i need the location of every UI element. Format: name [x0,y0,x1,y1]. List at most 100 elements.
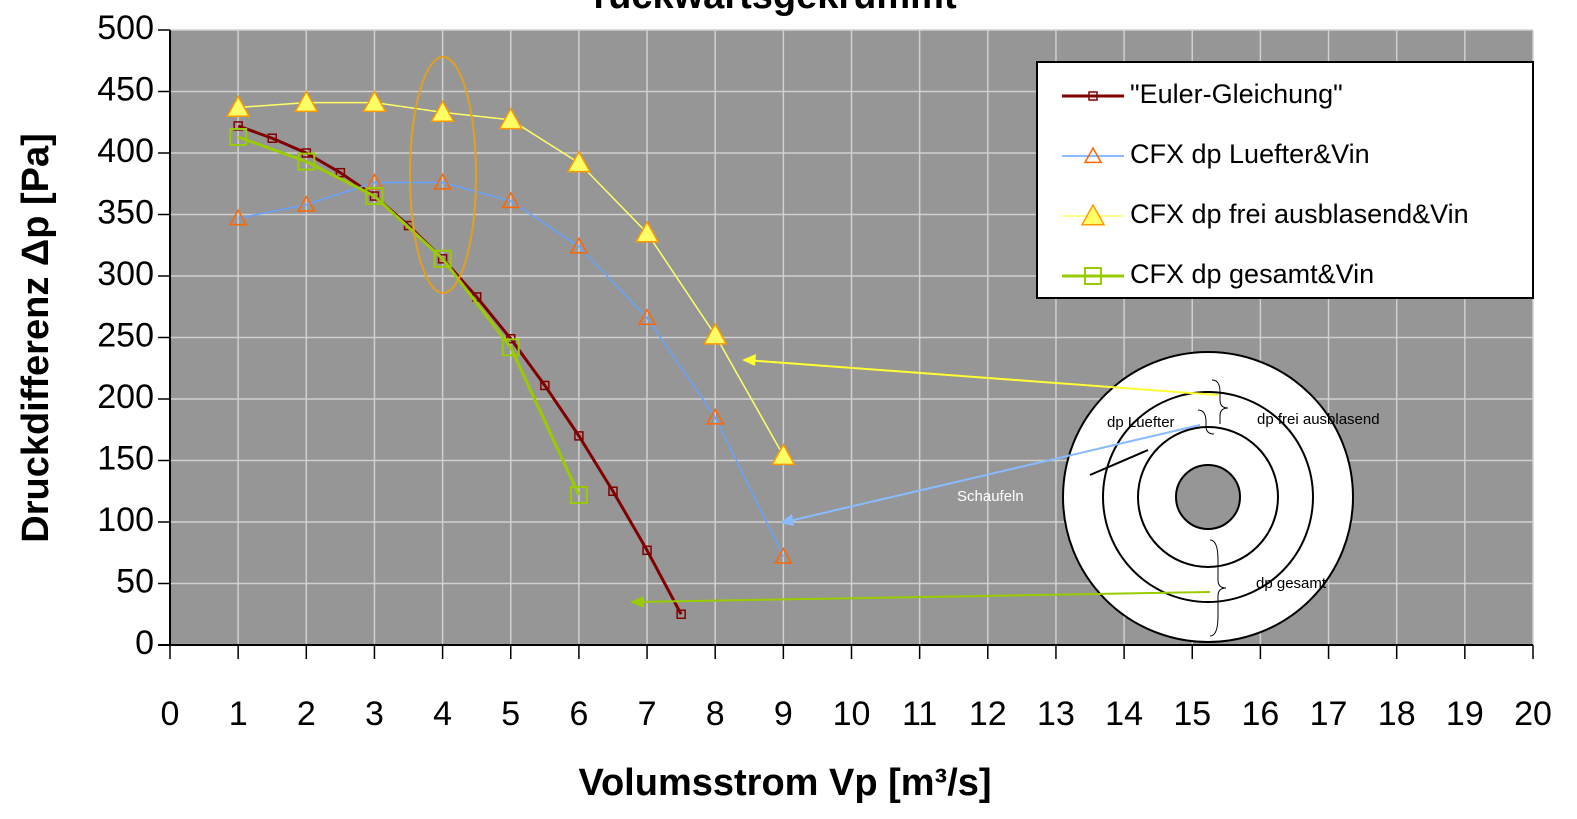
marker [365,187,384,206]
legend: "Euler-Gleichung" CFX dp Luefter&Vin CFX d… [1036,61,1534,299]
x-tick-label: 8 [706,695,725,733]
diagram: dp Luefter dp frei ausblasend Schaufeln … [957,351,1380,643]
marker [1084,267,1102,285]
arrow [634,591,1211,603]
arrow [744,359,1219,396]
x-tick-label: 1 [229,695,248,733]
y-tick-label: 100 [97,501,154,539]
x-tick-label: 19 [1446,695,1484,733]
annotation: Schaufeln [957,488,1024,505]
marker [569,236,589,254]
marker [228,208,248,226]
x-tick-label: 11 [902,695,937,733]
marker [430,99,455,122]
marker [637,308,657,325]
marker [433,249,452,268]
x-tick-label: 10 [833,695,871,733]
marker [297,195,316,212]
chart-title: rückwärtsgekrümmt [593,0,957,17]
marker [369,191,380,201]
marker [771,443,796,466]
x-tick-label: 3 [365,695,384,733]
x-tick-label: 18 [1378,695,1416,733]
legend-label: CFX dp Luefter&Vin [1130,139,1370,169]
y-tick-label: 500 [97,9,154,47]
arrow-head [780,514,794,526]
arrow-head [742,354,756,366]
marker [774,546,793,564]
marker [702,322,728,345]
series-line [237,135,581,496]
middle-ring [1102,391,1314,603]
marker [569,485,588,504]
y-axis-title: Druckdifferenz Δp [Pa] [15,133,57,542]
y-tick-label: 150 [97,439,154,477]
marker [540,380,550,391]
arrow-head [630,596,644,608]
marker [642,545,652,556]
x-tick-label: 5 [501,695,520,733]
marker [501,338,520,357]
y-tick-label: 400 [97,132,154,170]
x-tick-label: 16 [1241,695,1279,733]
legend-label: "Euler-Gleichung" [1130,79,1343,109]
y-tick-label: 300 [97,255,154,293]
marker [267,133,277,143]
hub [1175,464,1241,530]
y-tick-label: 0 [135,624,154,662]
marker [634,220,660,243]
series-line [238,181,785,557]
x-tick-label: 0 [161,695,180,733]
marker [294,90,319,113]
annotation: dp gesamt [1256,575,1327,592]
legend-box [1036,61,1534,299]
marker [433,172,452,190]
marker [608,486,618,496]
y-tick-label: 350 [97,193,154,231]
x-tick-label: 6 [569,695,588,733]
annotation: dp Luefter [1107,414,1175,431]
brace [1197,379,1229,435]
marker [225,94,251,118]
marker [566,150,592,173]
marker [229,128,248,147]
x-tick-label: 20 [1514,695,1552,733]
y-tick-label: 200 [97,378,154,416]
legend-label: CFX dp frei ausblasend&Vin [1130,199,1469,229]
series [225,90,796,619]
arrow [784,424,1201,523]
x-tick-label: 13 [1037,695,1075,733]
x-tick-label: 7 [638,695,657,733]
x-tick-label: 15 [1173,695,1211,733]
marker [362,90,387,113]
y-tick-label: 250 [97,316,154,354]
y-tick-label: 450 [97,70,154,108]
marker [437,254,448,264]
marker [705,407,725,425]
marker [501,191,521,209]
inner-ring [1137,426,1279,568]
legend-label: CFX dp gesamt&Vin [1130,259,1374,289]
marker [1088,91,1098,101]
x-tick-label: 2 [297,695,316,733]
x-tick-label: 4 [433,695,452,733]
arrows [630,354,1219,608]
marker [574,431,584,441]
x-tick-label: 14 [1105,695,1143,733]
y-tick-label: 50 [116,562,154,600]
marker [498,107,524,130]
marker [1083,146,1103,164]
x-tick-label: 17 [1310,695,1348,733]
marker [297,152,316,171]
marker [1080,203,1106,226]
annotation: dp frei ausblasend [1257,411,1380,428]
x-tick-label: 9 [774,695,793,733]
x-axis-title: Volumsstrom Vp [m³/s] [578,762,991,804]
highlight-ellipse [409,56,477,294]
marker [335,167,346,178]
x-tick-label: 12 [969,695,1007,733]
marker [676,609,686,619]
brace [1209,539,1227,637]
arrow [1089,449,1149,476]
